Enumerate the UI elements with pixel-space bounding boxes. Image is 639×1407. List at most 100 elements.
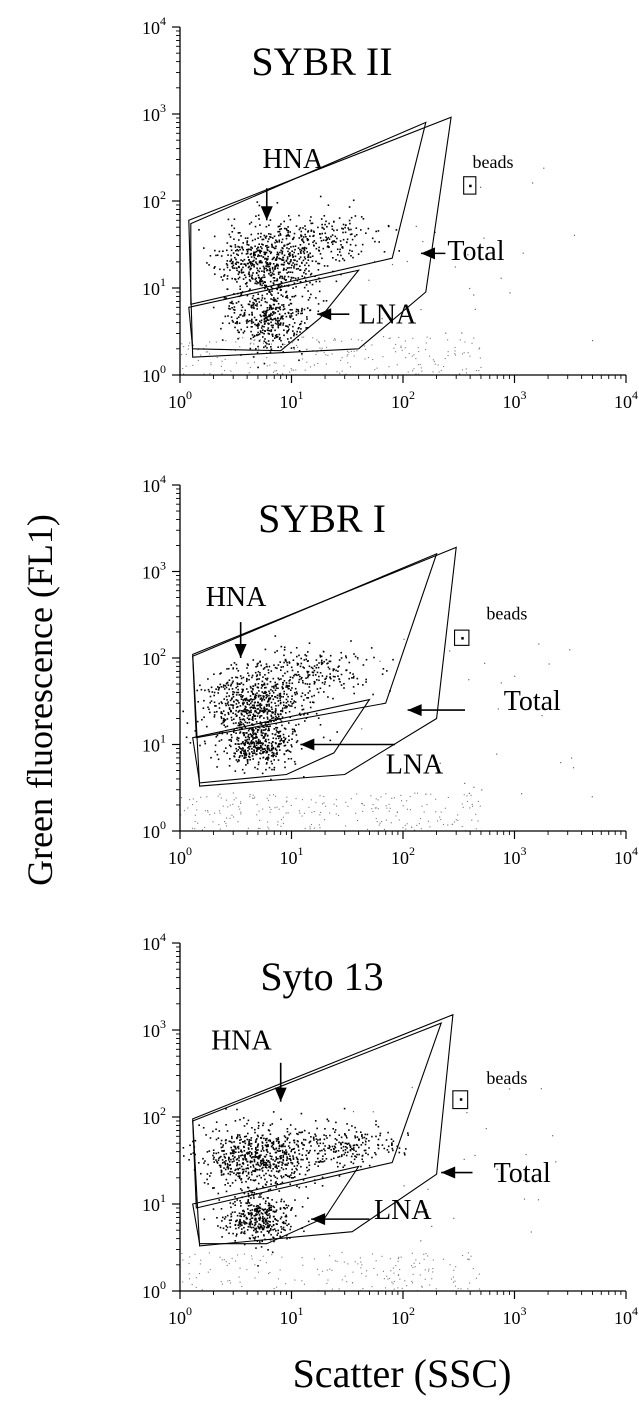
data-point (255, 1205, 258, 1208)
data-point (362, 664, 365, 666)
data-point (239, 285, 241, 288)
data-point (231, 1182, 234, 1184)
data-point (262, 1185, 264, 1188)
data-point (277, 346, 279, 348)
data-point (280, 1118, 282, 1121)
noise-point (312, 350, 314, 352)
data-point (257, 1169, 259, 1171)
noise-point (413, 354, 415, 356)
data-point (239, 683, 241, 685)
data-point (277, 230, 279, 233)
data-point (225, 1142, 227, 1145)
data-point (283, 661, 285, 664)
noise-point (201, 1289, 203, 1291)
data-point (259, 1156, 261, 1159)
data-point (340, 1147, 343, 1149)
data-point (287, 700, 289, 703)
data-point (252, 1179, 255, 1182)
data-point (274, 266, 276, 269)
noise-point (412, 337, 414, 339)
data-point (261, 734, 263, 737)
data-point (261, 243, 263, 245)
data-point (322, 1155, 324, 1157)
data-point (247, 320, 249, 323)
data-point (264, 330, 266, 332)
data-point (294, 693, 297, 696)
data-point (220, 716, 222, 718)
data-point (275, 687, 278, 689)
noise-point (389, 807, 391, 809)
data-point (351, 1125, 353, 1127)
data-point (237, 1226, 240, 1229)
data-point (266, 1148, 268, 1151)
data-point (275, 319, 277, 322)
data-point (235, 676, 237, 679)
data-point (262, 1159, 265, 1162)
data-point (257, 322, 260, 325)
noise-point (418, 823, 420, 825)
data-point (278, 1147, 280, 1150)
data-point (294, 1151, 296, 1154)
data-point (294, 687, 297, 690)
data-point (228, 305, 230, 307)
data-point (223, 720, 225, 723)
data-point (310, 229, 313, 231)
data-point (323, 1148, 325, 1150)
data-point (291, 1172, 293, 1174)
label-total: Total (504, 686, 561, 717)
data-point (278, 1150, 280, 1152)
data-point (291, 250, 293, 252)
data-point (225, 1178, 228, 1181)
data-point (244, 739, 247, 742)
noise-point (396, 811, 398, 813)
data-point (256, 1175, 258, 1178)
data-point (258, 1196, 260, 1198)
data-point (252, 1195, 255, 1197)
data-point (263, 317, 266, 320)
data-point (291, 264, 293, 267)
data-point (233, 728, 235, 731)
data-point (345, 1146, 347, 1148)
noise-point (364, 345, 366, 347)
data-point (280, 322, 282, 324)
noise-point (268, 828, 270, 830)
data-point (207, 706, 209, 709)
data-point (249, 280, 252, 282)
data-point (255, 272, 258, 274)
data-point (254, 225, 257, 228)
noise-point (435, 798, 437, 800)
data-point (260, 304, 262, 307)
data-point (268, 1207, 271, 1209)
data-point (252, 713, 255, 716)
data-point (270, 747, 273, 750)
data-point (268, 703, 270, 706)
noise-point (310, 799, 312, 801)
data-point (277, 302, 280, 305)
data-point (270, 1206, 272, 1209)
noise-point (252, 794, 254, 796)
noise-point (415, 373, 417, 375)
data-point (285, 1174, 288, 1176)
data-point (246, 760, 249, 763)
data-point (286, 332, 288, 334)
data-point (313, 669, 316, 672)
data-point (325, 239, 328, 242)
data-point (248, 271, 250, 273)
data-point (277, 1220, 279, 1222)
data-point (258, 1207, 260, 1210)
data-point (266, 713, 269, 715)
data-point (248, 700, 251, 702)
bead-point (461, 637, 464, 640)
data-point (259, 742, 262, 744)
data-point (306, 238, 309, 240)
data-point (276, 267, 279, 270)
data-point (203, 1182, 206, 1184)
data-point (294, 248, 296, 251)
data-point (271, 711, 273, 713)
data-point (241, 1221, 243, 1224)
data-point (269, 262, 271, 264)
noise-point (440, 811, 442, 813)
data-point (281, 686, 283, 688)
data-point (220, 1174, 223, 1176)
noise-point (429, 337, 431, 339)
